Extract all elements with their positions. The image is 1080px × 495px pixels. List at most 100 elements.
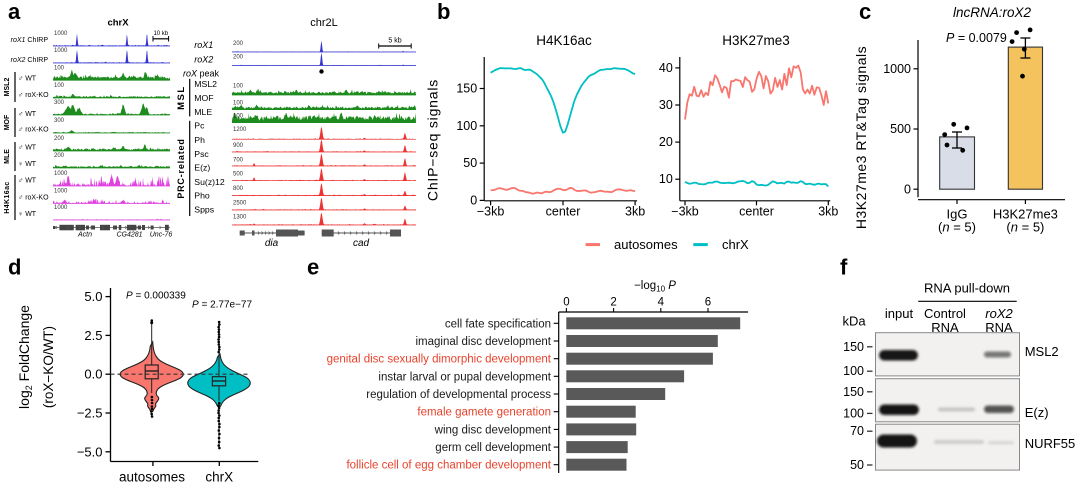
svg-text:3kb: 3kb	[625, 205, 645, 219]
svg-text:roX2: roX2	[194, 55, 213, 65]
svg-text:cad: cad	[353, 238, 370, 249]
svg-text:(roX−KO/WT): (roX−KO/WT)	[41, 326, 56, 408]
svg-text:2500: 2500	[233, 201, 247, 207]
svg-text:100: 100	[233, 100, 244, 106]
svg-text:♂ WT: ♂ WT	[18, 76, 37, 83]
svg-text:1200: 1200	[233, 127, 247, 133]
svg-text:200: 200	[54, 153, 65, 159]
svg-text:roX2 ChIRP: roX2 ChIRP	[11, 57, 49, 64]
svg-text:1000: 1000	[883, 62, 911, 76]
svg-text:150: 150	[843, 385, 864, 399]
svg-text:6: 6	[705, 297, 711, 309]
svg-text:input: input	[885, 306, 914, 321]
svg-text:H3K27me3: H3K27me3	[993, 207, 1058, 222]
svg-text:200: 200	[233, 41, 244, 47]
svg-text:roX peak: roX peak	[183, 69, 220, 79]
svg-text:RNA pull-down: RNA pull-down	[924, 281, 1010, 296]
svg-text:1000: 1000	[54, 189, 68, 195]
svg-text:roX2: roX2	[985, 306, 1013, 321]
svg-text:700: 700	[233, 158, 244, 164]
svg-text:follicle cell of egg chamber d: follicle cell of egg chamber development	[346, 460, 551, 472]
svg-text:CG4281: CG4281	[116, 232, 142, 239]
svg-text:chrX: chrX	[205, 470, 233, 485]
svg-text:E(z): E(z)	[194, 163, 210, 173]
svg-text:PRC-related: PRC-related	[176, 138, 186, 198]
svg-text:germ cell development: germ cell development	[435, 442, 552, 454]
svg-text:MOF: MOF	[194, 93, 213, 103]
svg-text:kDa: kDa	[842, 314, 866, 329]
svg-text:−log10 P: −log10 P	[634, 280, 676, 294]
svg-text:wing disc development: wing disc development	[434, 424, 552, 436]
svg-text:e: e	[307, 255, 319, 280]
svg-text:5.0: 5.0	[84, 289, 102, 304]
svg-text:50: 50	[463, 156, 477, 170]
svg-text:900: 900	[233, 143, 244, 149]
svg-text:cell fate specification: cell fate specification	[445, 318, 551, 330]
svg-text:Ph: Ph	[194, 135, 205, 145]
svg-text:lncRNA:roX2: lncRNA:roX2	[953, 5, 1032, 20]
svg-text:MOF: MOF	[4, 114, 11, 130]
svg-text:300: 300	[54, 118, 65, 124]
svg-text:♂ roX-KO: ♂ roX-KO	[18, 92, 49, 99]
svg-text:1000: 1000	[54, 31, 68, 37]
svg-text:150: 150	[456, 82, 477, 96]
svg-text:(n = 5): (n = 5)	[938, 220, 976, 235]
svg-text:♂ WT: ♂ WT	[18, 145, 37, 152]
svg-text:regulation of developmental pr: regulation of developmental process	[366, 389, 551, 401]
svg-text:b: b	[437, 0, 450, 24]
svg-text:female gamete generation: female gamete generation	[417, 407, 551, 419]
svg-text:100: 100	[54, 83, 65, 89]
svg-text:a: a	[8, 0, 21, 24]
svg-text:♂ WT: ♂ WT	[18, 111, 37, 118]
svg-text:−5.0: −5.0	[77, 444, 103, 459]
svg-text:imaginal disc development: imaginal disc development	[415, 336, 551, 348]
svg-text:Control: Control	[924, 306, 966, 321]
svg-text:autosomes: autosomes	[119, 470, 185, 485]
svg-text:center: center	[739, 205, 774, 219]
svg-text:MSL2: MSL2	[194, 79, 217, 89]
svg-text:0: 0	[563, 297, 569, 309]
svg-text:Pho: Pho	[194, 191, 210, 201]
svg-text:10 kb: 10 kb	[153, 31, 168, 37]
svg-text:10: 10	[659, 172, 673, 186]
svg-text:autosomes: autosomes	[614, 237, 678, 252]
svg-text:MLE: MLE	[4, 149, 11, 164]
svg-text:0: 0	[470, 193, 477, 207]
svg-text:50: 50	[850, 458, 864, 472]
svg-text:100: 100	[233, 113, 244, 119]
svg-text:chr2L: chr2L	[310, 17, 338, 29]
svg-text:MSL2: MSL2	[4, 78, 11, 97]
svg-text:40: 40	[659, 61, 673, 75]
svg-text:100: 100	[456, 119, 477, 133]
svg-text:instar larval or pupal develop: instar larval or pupal development	[378, 371, 551, 383]
svg-text:Unc-76: Unc-76	[150, 232, 173, 239]
svg-text:−3kb: −3kb	[477, 205, 505, 219]
svg-text:♂ roX-KO: ♂ roX-KO	[18, 127, 49, 134]
svg-text:2: 2	[610, 297, 616, 309]
svg-text:1300: 1300	[233, 215, 247, 221]
svg-text:♀ WT: ♀ WT	[18, 161, 37, 168]
svg-text:1000: 1000	[54, 171, 68, 177]
svg-text:100: 100	[54, 65, 65, 71]
svg-text:♀ WT: ♀ WT	[18, 211, 37, 218]
svg-text:Spps: Spps	[194, 205, 214, 215]
svg-text:30: 30	[659, 98, 673, 112]
svg-text:Pc: Pc	[194, 121, 205, 131]
svg-text:dia: dia	[265, 238, 279, 249]
svg-text:H4K16ac: H4K16ac	[4, 181, 11, 213]
svg-text:IgG: IgG	[947, 207, 968, 222]
svg-text:70: 70	[850, 424, 864, 438]
svg-text:♂ roX-KO: ♂ roX-KO	[18, 195, 49, 202]
svg-text:P = 2.77e−77: P = 2.77e−77	[192, 300, 252, 311]
svg-text:RNA: RNA	[985, 320, 1013, 335]
svg-text:0: 0	[904, 182, 911, 196]
svg-text:roX1 ChIRP: roX1 ChIRP	[11, 37, 49, 44]
svg-text:d: d	[8, 255, 21, 280]
svg-text:−3kb: −3kb	[671, 205, 699, 219]
svg-text:20: 20	[659, 135, 673, 149]
svg-text:MSL: MSL	[176, 85, 187, 110]
svg-text:5 kb: 5 kb	[388, 38, 401, 45]
svg-text:0.0: 0.0	[84, 367, 102, 382]
svg-text:3kb: 3kb	[818, 205, 838, 219]
svg-text:RNA: RNA	[931, 320, 959, 335]
